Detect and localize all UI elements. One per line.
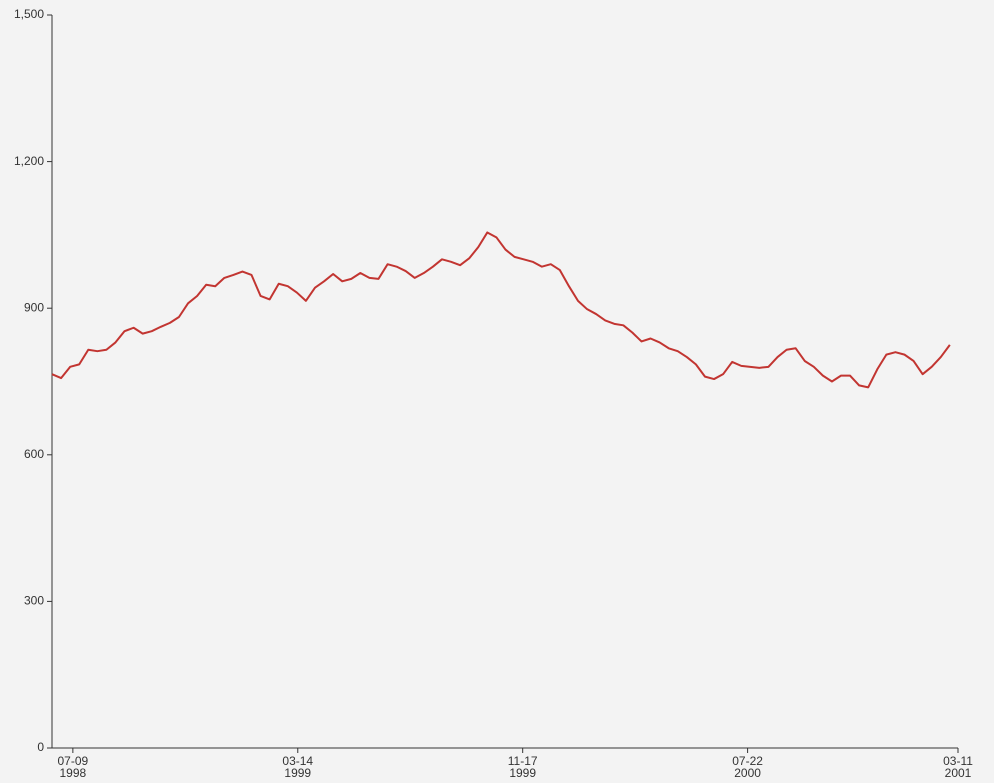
y-tick-label: 300 bbox=[24, 594, 44, 608]
x-tick-label: 07-22 bbox=[732, 754, 763, 768]
y-tick-label: 900 bbox=[24, 300, 44, 314]
x-tick-label: 1999 bbox=[284, 766, 311, 780]
y-tick-label: 1,500 bbox=[14, 7, 44, 21]
x-tick-label: 07-09 bbox=[58, 754, 89, 768]
x-tick-label: 03-14 bbox=[282, 754, 313, 768]
x-tick-label: 1998 bbox=[60, 766, 87, 780]
x-tick-label: 11-17 bbox=[508, 754, 538, 768]
x-tick-label: 1999 bbox=[509, 766, 536, 780]
x-tick-label: 2001 bbox=[945, 766, 972, 780]
y-tick-label: 0 bbox=[37, 740, 44, 754]
y-tick-label: 600 bbox=[24, 447, 44, 461]
data-line bbox=[51, 231, 951, 389]
y-tick-label: 1,200 bbox=[14, 154, 44, 168]
x-tick-label: 2000 bbox=[734, 766, 761, 780]
x-tick-label: 03-11 bbox=[943, 754, 973, 768]
